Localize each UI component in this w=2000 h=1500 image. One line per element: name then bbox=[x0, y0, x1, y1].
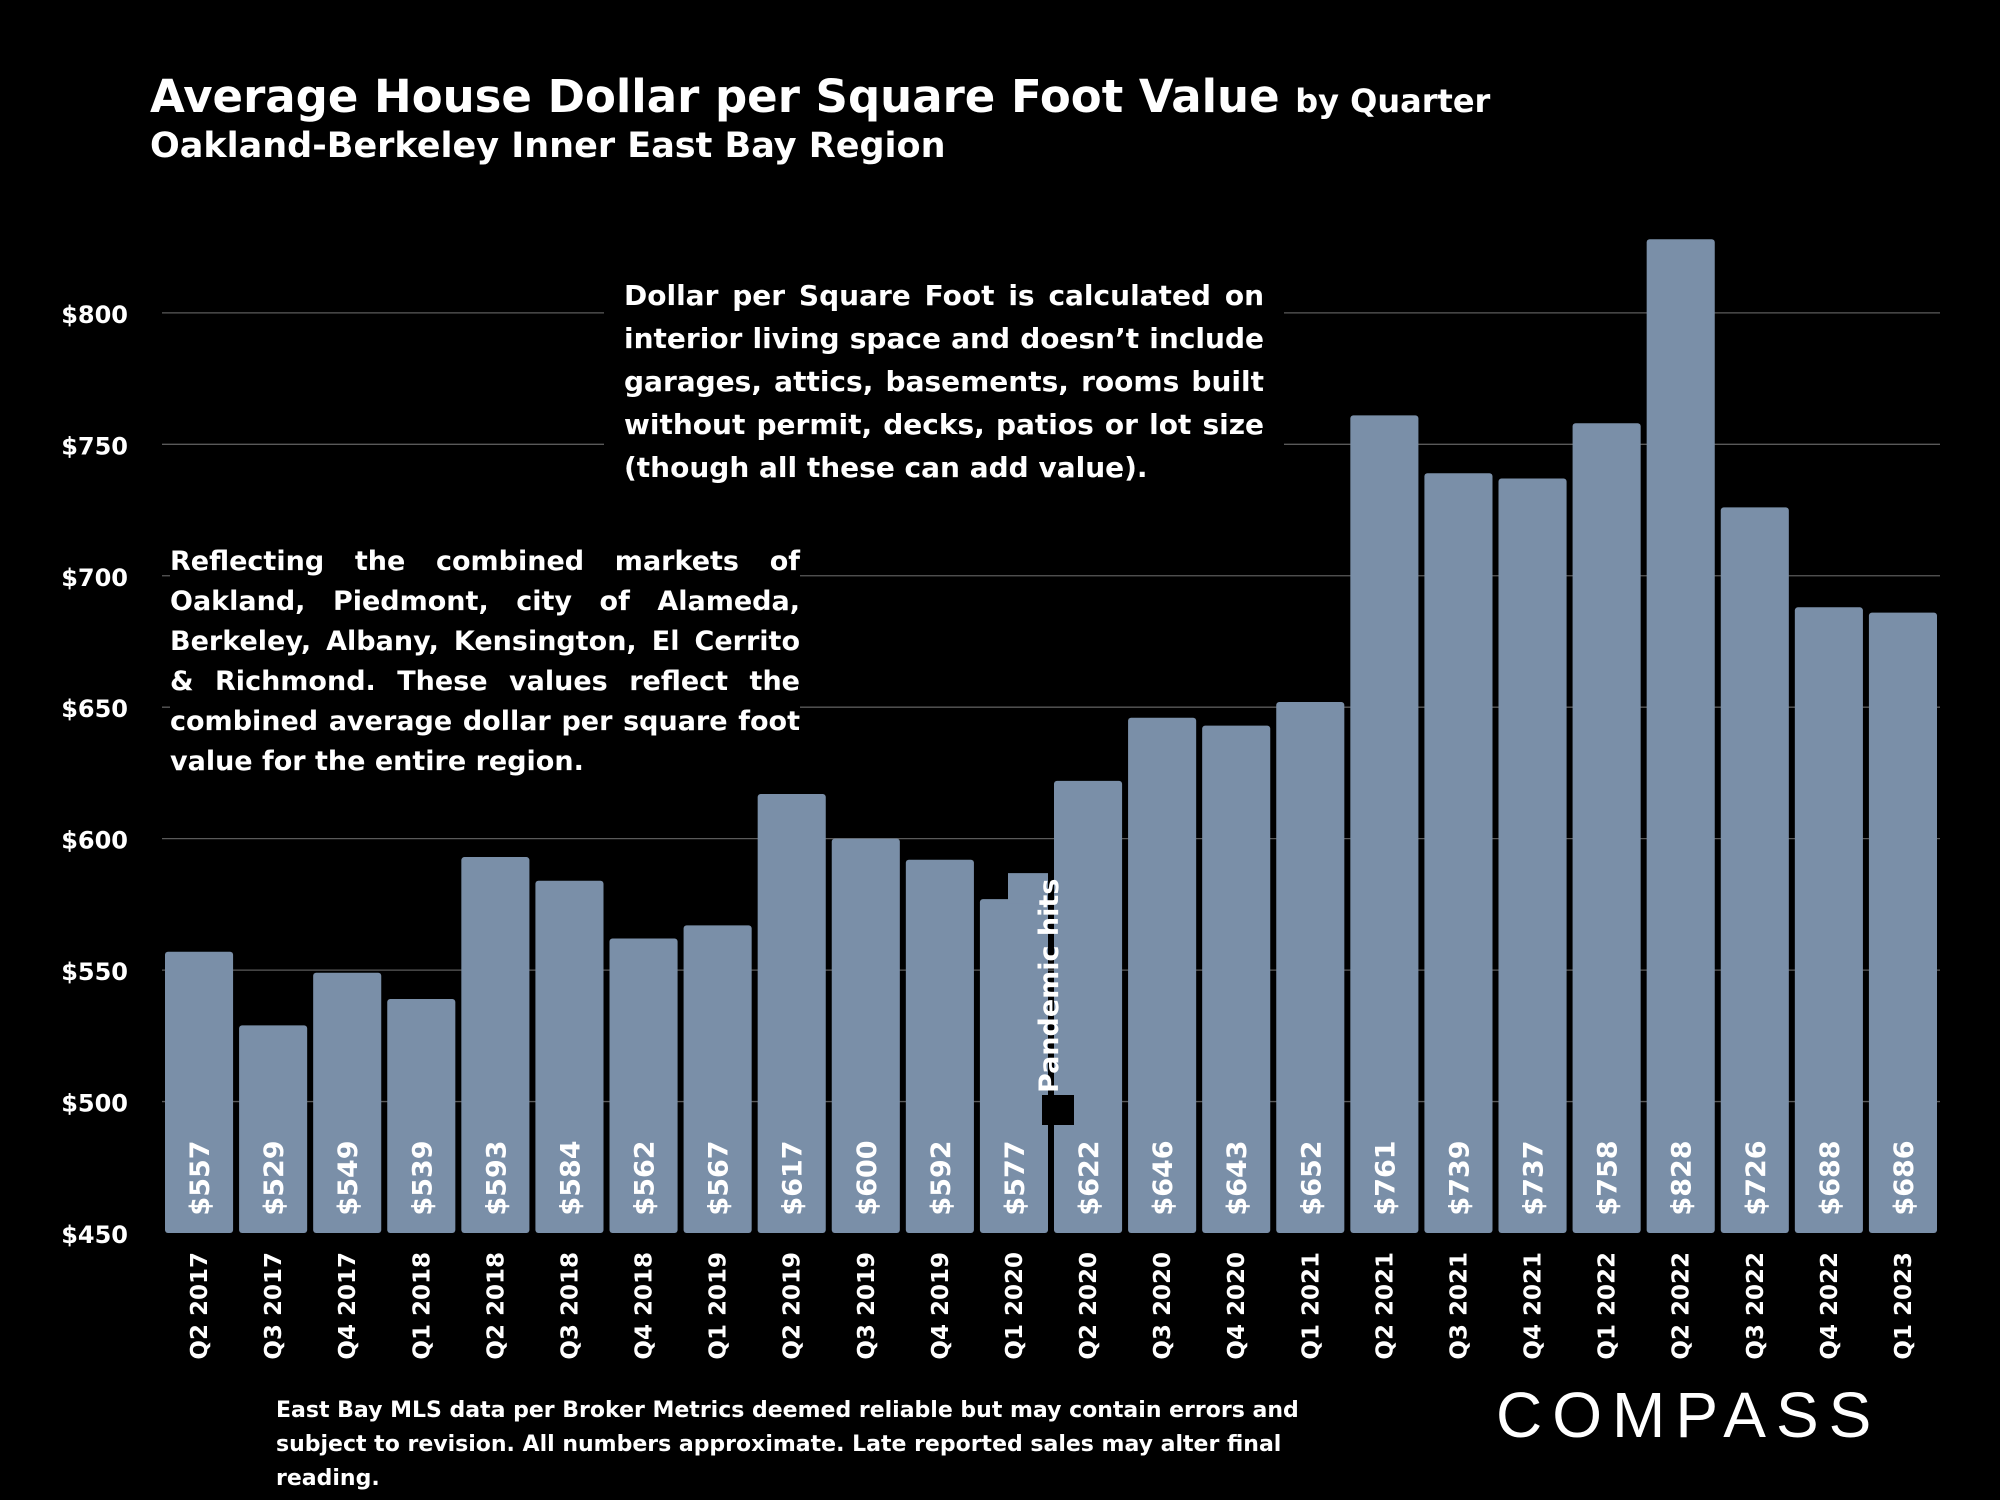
bar bbox=[1128, 717, 1197, 1233]
x-tick-label: Q2 2017 bbox=[187, 1252, 213, 1360]
y-tick-label: $600 bbox=[61, 827, 128, 855]
y-tick-label: $750 bbox=[61, 432, 128, 460]
x-tick-label: Q2 2021 bbox=[1372, 1252, 1398, 1360]
bar-value-label: $557 bbox=[185, 1140, 216, 1215]
bar bbox=[1646, 239, 1715, 1234]
x-tick-label: Q4 2022 bbox=[1817, 1252, 1843, 1360]
bar-value-label: $549 bbox=[333, 1140, 364, 1215]
x-tick-label: Q4 2019 bbox=[928, 1252, 954, 1360]
bar-value-label: $686 bbox=[1889, 1140, 1920, 1215]
bar-value-label: $739 bbox=[1444, 1140, 1475, 1215]
bar bbox=[905, 859, 974, 1233]
x-tick-label: Q3 2020 bbox=[1150, 1252, 1176, 1360]
y-tick-label: $700 bbox=[61, 564, 128, 592]
chart-subtitle: Oakland-Berkeley Inner East Bay Region bbox=[150, 126, 946, 166]
bar bbox=[1202, 725, 1271, 1233]
y-tick-label: $650 bbox=[61, 695, 128, 723]
x-tick-label: Q2 2018 bbox=[483, 1252, 509, 1360]
bar bbox=[387, 999, 456, 1233]
bar-value-label: $584 bbox=[555, 1140, 586, 1215]
bar-value-label: $643 bbox=[1222, 1140, 1253, 1215]
x-tick-label: Q2 2019 bbox=[780, 1252, 806, 1360]
bar bbox=[757, 793, 826, 1233]
x-tick-label: Q2 2022 bbox=[1669, 1252, 1695, 1360]
annotation-label: Pandemic hits bbox=[1034, 879, 1065, 1093]
bar bbox=[1498, 478, 1567, 1234]
bars bbox=[165, 239, 1937, 1234]
bar-value-label: $828 bbox=[1667, 1140, 1698, 1215]
bar-value-label: $562 bbox=[630, 1140, 661, 1215]
bar bbox=[461, 857, 530, 1233]
bar-value-label: $688 bbox=[1815, 1140, 1846, 1215]
x-tick-label: Q1 2020 bbox=[1002, 1252, 1028, 1360]
y-tick-label: $800 bbox=[61, 301, 128, 329]
x-tick-label: Q4 2021 bbox=[1521, 1252, 1547, 1360]
bar bbox=[683, 925, 752, 1233]
bar bbox=[1868, 612, 1937, 1233]
y-tick-label: $550 bbox=[61, 958, 128, 986]
bar bbox=[535, 880, 604, 1233]
bar-value-label: $539 bbox=[407, 1140, 438, 1215]
region-note: Reflecting the combined markets of Oakla… bbox=[170, 542, 800, 782]
x-tick-label: Q1 2023 bbox=[1891, 1252, 1917, 1360]
bar bbox=[1276, 701, 1345, 1233]
bar-value-labels: $557 $529 $549 $539 $593 $584 $562 $567 $617 $600… bbox=[185, 1140, 1920, 1215]
compass-logo: COMPASS bbox=[1496, 1379, 1882, 1451]
bar bbox=[1572, 423, 1641, 1234]
bar bbox=[1350, 415, 1419, 1234]
x-tick-label: Q3 2021 bbox=[1446, 1252, 1472, 1360]
bar bbox=[1720, 507, 1789, 1233]
x-tick-label: Q4 2020 bbox=[1224, 1252, 1250, 1360]
y-tick-label: $450 bbox=[61, 1221, 128, 1249]
x-tick-label: Q1 2019 bbox=[706, 1252, 732, 1360]
bar bbox=[1794, 607, 1863, 1233]
bar-value-label: $646 bbox=[1148, 1140, 1179, 1215]
bar bbox=[1424, 473, 1493, 1233]
x-tick-label: Q2 2020 bbox=[1076, 1252, 1102, 1360]
bar bbox=[609, 938, 678, 1233]
bar bbox=[831, 838, 900, 1233]
source-footnote: East Bay MLS data per Broker Metrics dee… bbox=[276, 1398, 1299, 1491]
definition-note: Dollar per Square Foot is calculated on … bbox=[604, 270, 1284, 493]
x-tick-label: Q1 2021 bbox=[1298, 1252, 1324, 1360]
bar-value-label: $567 bbox=[704, 1140, 735, 1215]
bar-value-label: $726 bbox=[1741, 1140, 1772, 1215]
x-tick-label: Q3 2019 bbox=[854, 1252, 880, 1360]
bar-value-label: $577 bbox=[1000, 1140, 1031, 1215]
bar-value-label: $758 bbox=[1593, 1140, 1624, 1215]
x-tick-label: Q3 2018 bbox=[557, 1252, 583, 1360]
x-tick-label: Q3 2017 bbox=[261, 1252, 287, 1360]
bar-value-label: $529 bbox=[259, 1140, 290, 1215]
chart-title: Average House Dollar per Square Foot Val… bbox=[150, 72, 1490, 122]
bar bbox=[165, 951, 234, 1233]
x-tick-label: Q1 2018 bbox=[409, 1252, 435, 1360]
bar bbox=[979, 899, 1048, 1233]
annotation-gap bbox=[1042, 1095, 1074, 1125]
y-axis-tick-labels: $450 $500 $550 $600 $650 $700 $750 $800 bbox=[61, 301, 128, 1249]
x-tick-label: Q3 2022 bbox=[1743, 1252, 1769, 1360]
annotation-bar-notch bbox=[1008, 873, 1048, 904]
bar-value-label: $622 bbox=[1074, 1140, 1105, 1215]
bar-value-label: $600 bbox=[852, 1140, 883, 1215]
bar-value-label: $592 bbox=[926, 1140, 957, 1215]
chart-title-main: Average House Dollar per Square Foot Val… bbox=[150, 70, 1280, 123]
chart-title-suffix: by Quarter bbox=[1295, 82, 1491, 120]
bar-value-label: $593 bbox=[481, 1140, 512, 1215]
x-axis-tick-labels: Q2 2017 Q3 2017 Q4 2017 Q1 2018 Q2 2018 Q3 20… bbox=[187, 1252, 1917, 1360]
annotation: Pandemic hits bbox=[1008, 873, 1074, 1125]
x-tick-label: Q4 2017 bbox=[335, 1252, 361, 1360]
x-tick-label: Q1 2022 bbox=[1595, 1252, 1621, 1360]
bar-value-label: $617 bbox=[778, 1140, 809, 1215]
x-tick-label: Q4 2018 bbox=[632, 1252, 658, 1360]
bar bbox=[239, 1025, 308, 1233]
bar bbox=[313, 972, 382, 1233]
bar-value-label: $652 bbox=[1296, 1140, 1327, 1215]
bar-value-label: $761 bbox=[1370, 1140, 1401, 1215]
y-tick-label: $500 bbox=[61, 1090, 128, 1118]
bar-value-label: $737 bbox=[1519, 1140, 1550, 1215]
